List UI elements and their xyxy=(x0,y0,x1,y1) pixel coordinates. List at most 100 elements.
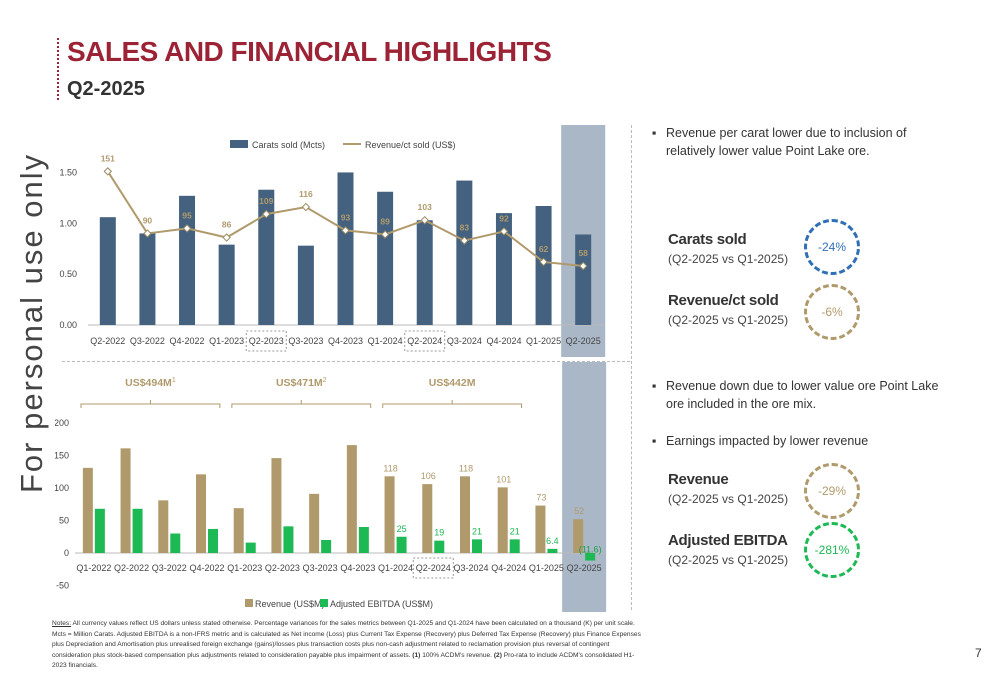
metric-name: Revenue xyxy=(668,471,729,488)
revenue-bar xyxy=(82,467,93,553)
ebitda-bar xyxy=(472,539,482,553)
carats-bar xyxy=(337,172,354,325)
x-tick-label: Q3-2024 xyxy=(447,336,482,346)
footnotes: Notes: All currency values reflect US do… xyxy=(52,619,642,672)
x-tick-label: Q4-2023 xyxy=(328,336,363,346)
watermark: For personal use only xyxy=(14,152,49,493)
ebitda-bar xyxy=(358,527,369,553)
revenue-per-ct-point xyxy=(539,257,548,267)
x-tick-label: Q1-2023 xyxy=(227,563,262,573)
bullet-marker: ▪ xyxy=(652,379,657,393)
ebitda-bar xyxy=(509,539,520,553)
ebitda-label: 6.4 xyxy=(546,536,559,546)
ebitda-bar xyxy=(245,542,256,553)
period-bracket xyxy=(80,400,221,408)
metric-adjusted-ebitda: Adjusted EBITDA (Q2-2025 vs Q1-2025) xyxy=(668,532,788,567)
metric-revenue: Revenue (Q2-2025 vs Q1-2025) xyxy=(668,471,788,506)
carats-bar xyxy=(575,234,592,325)
revenue-per-ct-change-badge: -6% xyxy=(804,284,860,340)
period-total-label: US$471M2 xyxy=(276,377,327,389)
x-tick-label: Q4-2024 xyxy=(491,563,526,573)
revenue-per-ct-label: 93 xyxy=(341,212,351,222)
commentary-bullet-2: ▪ Revenue down due to lower value ore Po… xyxy=(652,377,952,413)
revenue-per-ct-point xyxy=(341,226,350,235)
legend-bar-swatch xyxy=(230,140,248,148)
x-tick-label: Q2-2022 xyxy=(114,563,149,573)
note-1-marker: (1) xyxy=(412,651,421,659)
revenue-per-ct-point xyxy=(262,209,271,219)
x-tick-label: Q4-2022 xyxy=(170,336,205,346)
revenue-per-ct-label: 62 xyxy=(539,244,549,254)
notes-text: All currency values reflect US dollars u… xyxy=(52,620,641,659)
carats-sold-change-badge: -24% xyxy=(804,219,860,275)
revenue-per-ct-label: 58 xyxy=(578,248,588,258)
ebitda-bar xyxy=(170,533,181,553)
revenue-bar xyxy=(196,474,206,553)
period-bracket xyxy=(231,400,372,408)
dotted-highlight-box xyxy=(245,330,287,352)
x-tick-label: Q1-2025 xyxy=(526,336,561,346)
x-tick-label: Q2-2023 xyxy=(265,563,300,573)
page-number: 7 xyxy=(975,646,982,660)
x-tick-label: Q2-2024 xyxy=(416,563,451,573)
x-tick-label: Q1-2024 xyxy=(378,563,413,573)
x-tick-label: Q3-2022 xyxy=(130,336,165,346)
metric-revenue-per-ct: Revenue/ct sold (Q2-2025 vs Q1-2025) xyxy=(668,292,788,327)
revenue-per-ct-point xyxy=(380,230,390,239)
ebitda-bar xyxy=(434,540,445,553)
revenue-bar xyxy=(346,445,357,553)
x-tick-label: Q2-2022 xyxy=(90,336,125,346)
metric-name: Carats sold xyxy=(668,231,747,248)
revenue-per-ct-point xyxy=(578,261,588,271)
revenue-bar xyxy=(422,484,433,553)
revenue-label: 118 xyxy=(459,463,473,473)
revenue-per-ct-point xyxy=(143,229,152,238)
revenue-label: 106 xyxy=(421,471,436,481)
x-tick-label: Q4-2024 xyxy=(486,336,521,346)
revenue-change-badge: -29% xyxy=(804,463,860,519)
carats-bar xyxy=(456,180,473,325)
metric-carats-sold: Carats sold (Q2-2025 vs Q1-2025) xyxy=(668,231,788,266)
revenue-per-ct-label: 103 xyxy=(418,202,432,212)
ebitda-bar xyxy=(585,553,596,561)
carats-bar xyxy=(495,213,512,325)
revenue-bar xyxy=(497,487,508,553)
revenue-per-ct-point xyxy=(182,224,192,233)
x-tick-label: Q1-2025 xyxy=(529,563,564,573)
highlight-band xyxy=(562,362,607,612)
notes-label: Notes: xyxy=(52,620,72,627)
x-tick-label: Q1-2022 xyxy=(76,563,111,573)
x-tick-label: Q3-2022 xyxy=(152,563,187,573)
metric-period: (Q2-2025 vs Q1-2025) xyxy=(668,313,789,327)
carats-bar xyxy=(416,220,433,325)
ebitda-label: 19 xyxy=(434,528,444,538)
x-tick-label: Q2-2025 xyxy=(566,336,601,346)
revenue-per-ct-point xyxy=(499,227,509,236)
y-tick-label: 0.50 xyxy=(59,269,77,279)
carats-bar xyxy=(377,191,394,325)
commentary-bullet-3: ▪ Earnings impacted by lower revenue xyxy=(652,432,952,450)
revenue-bar xyxy=(120,448,131,553)
revenue-bar xyxy=(460,476,470,553)
legend-line-label: Revenue/ct sold (US$) xyxy=(365,140,456,150)
y-tick-label: 50 xyxy=(59,516,69,526)
bullet-text: Earnings impacted by lower revenue xyxy=(666,434,869,448)
adjusted-ebitda-change-badge: -281% xyxy=(804,522,860,578)
ebitda-bar xyxy=(547,548,558,553)
page-title: SALES AND FINANCIAL HIGHLIGHTS xyxy=(67,36,552,67)
revenue-bar xyxy=(309,493,320,553)
period-total-label: US$494M1 xyxy=(125,377,176,389)
carats-bar xyxy=(218,244,235,325)
note-1-text: 100% ACDM's revenue. xyxy=(420,651,494,659)
legend-bar-label: Carats sold (Mcts) xyxy=(252,140,325,150)
y-tick-label: 200 xyxy=(55,418,69,428)
period-bracket xyxy=(382,400,523,408)
revenue-per-ct-label: 151 xyxy=(101,153,115,163)
ebitda-label: 21 xyxy=(472,526,482,536)
revenue-per-ct-label: 109 xyxy=(259,196,273,206)
metric-period: (Q2-2025 vs Q1-2025) xyxy=(668,492,789,506)
bullet-marker: ▪ xyxy=(652,126,657,140)
revenue-label: 52 xyxy=(574,506,584,516)
metric-name: Revenue/ct sold xyxy=(668,292,779,309)
